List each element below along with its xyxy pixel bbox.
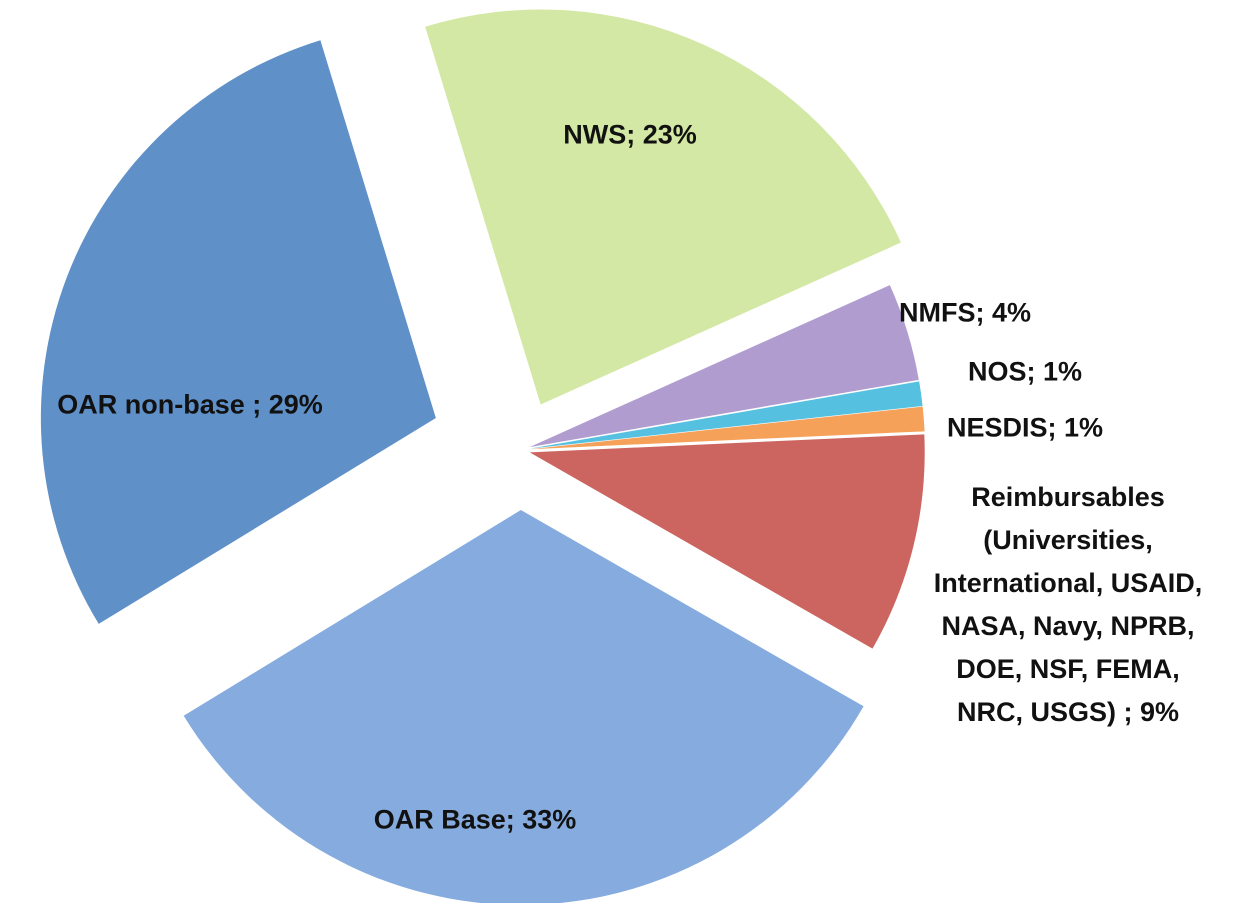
slice bbox=[40, 40, 436, 624]
slice bbox=[425, 9, 901, 405]
data-label: NOS; 1% bbox=[967, 356, 1083, 387]
data-label: Reimbursables (Universities, Internation… bbox=[933, 482, 1203, 727]
data-label: OAR Base; 33% bbox=[373, 804, 577, 835]
slice bbox=[529, 434, 925, 649]
data-label: NESDIS; 1% bbox=[946, 412, 1104, 443]
slice bbox=[529, 381, 923, 449]
slice bbox=[529, 285, 919, 448]
slice bbox=[529, 406, 925, 450]
slice bbox=[183, 509, 864, 903]
data-label: NWS; 23% bbox=[563, 119, 697, 150]
data-label: NMFS; 4% bbox=[898, 297, 1032, 328]
data-label: OAR non-base ; 29% bbox=[57, 389, 323, 420]
